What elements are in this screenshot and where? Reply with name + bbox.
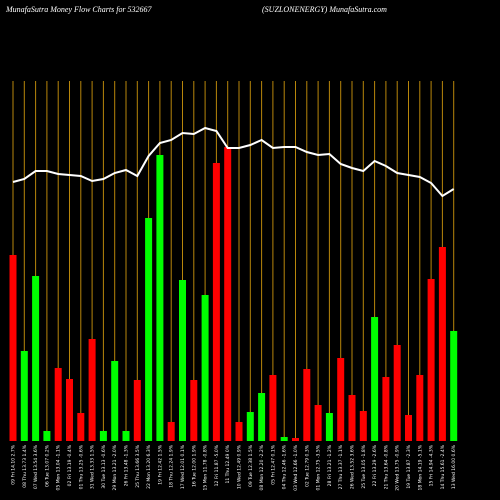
x-tick-label: 15 Mon 11.78 -0.8% [203, 444, 209, 490]
bar [111, 361, 119, 441]
x-tick-label: 10 Wed 12.49 0.9% [237, 444, 243, 489]
bar [371, 317, 379, 441]
bar [54, 368, 62, 441]
x-tick-label: 08 Thu 13.73 1.4% [22, 444, 28, 488]
bar [224, 147, 232, 441]
bar [88, 339, 96, 441]
bar [122, 431, 130, 441]
x-tick-label: 17 Wed 12.01 0.1% [180, 444, 186, 489]
price-line [12, 126, 455, 198]
bar [20, 351, 28, 441]
chart-subtitle: (SUZLONENERGY) MunafaSutra.com [262, 5, 387, 14]
x-tick-label: 20 Wed 13.75 -0.9% [395, 444, 401, 490]
bar [427, 279, 435, 441]
x-tick-label: 12 Fri 11.87 -5.0% [214, 444, 220, 486]
x-tick-label: 02 Fri 13.19 -0.4% [67, 444, 73, 486]
bar [179, 280, 186, 441]
x-tick-label: 16 Tue 12.00 1.9% [191, 444, 197, 487]
bar [359, 411, 367, 441]
bar [382, 377, 390, 441]
x-tick-label: 30 Tue 13.13 -0.6% [101, 444, 107, 488]
x-tick-label: 19 Tue 13.87 -2.3% [406, 444, 412, 488]
bar [292, 438, 299, 441]
x-tick-label: 04 Thu 12.46 -1.6% [282, 444, 288, 489]
bar [133, 380, 141, 441]
bar [438, 247, 446, 441]
x-tick-label: 11 Thu 12.49 0% [225, 444, 231, 483]
bar [9, 255, 17, 441]
bar [43, 431, 51, 441]
bar [280, 437, 288, 441]
x-tick-label: 01 Thu 13.25 -0.6% [78, 444, 84, 489]
bar [393, 345, 401, 441]
x-tick-label: 08 Mon 12.20 -2.2% [259, 444, 265, 490]
x-tick-label: 09 Fri 14.10 2.7% [11, 444, 17, 484]
bar [246, 412, 254, 441]
bar [325, 413, 333, 441]
bar [66, 379, 73, 441]
bar [348, 395, 356, 441]
x-tick-label: 25 Tue 13.05 -1.8% [361, 444, 367, 488]
bar [416, 375, 424, 441]
bar [145, 218, 153, 441]
bar [235, 422, 243, 441]
x-tick-label: 21 Thu 13.64 -0.8% [383, 444, 389, 489]
x-tick-label: 25 Thu 13.66 3.5% [135, 444, 141, 488]
x-tick-label: 19 Fri 12.42 1.5% [157, 444, 163, 484]
bar [258, 393, 266, 441]
x-tick-label: 22 Fri 13.29 -2.6% [372, 444, 378, 486]
bar [190, 380, 198, 441]
x-tick-label: 01 Mon 12.75 -3.5% [316, 444, 322, 490]
bar [450, 331, 458, 441]
x-tick-label: 05 Fri 12.47 0.1% [270, 444, 276, 484]
bar [167, 422, 175, 441]
bar [269, 375, 277, 441]
x-tick-label: 14 Thu 15.61 -2.4% [440, 444, 446, 489]
x-tick-label: 18 Thu 12.24 1.9% [169, 444, 175, 488]
chart-title: MunafaSutra Money Flow Charts for 532667 [5, 5, 153, 14]
bar [201, 295, 209, 441]
x-tick-label: 31 Wed 13.33 1.5% [90, 444, 96, 489]
bar [405, 415, 412, 441]
x-tick-label: 27 Thu 13.37 -1.1% [338, 444, 344, 489]
bar [77, 413, 85, 441]
x-tick-label: 06 Tue 13.07 0.2% [44, 444, 50, 487]
bar [212, 163, 220, 441]
bar [32, 276, 40, 441]
x-tick-label: 09 Tue 12.38 1.5% [248, 444, 254, 487]
x-tick-label: 07 Wed 13.54 3.6% [33, 444, 39, 489]
x-tick-label: 18 Mon 14.19 -5.1% [417, 444, 423, 490]
x-tick-label: 26 Fri 13.48 -1.3% [124, 444, 130, 486]
bar [303, 369, 311, 441]
x-tick-label: 29 Mon 13.21 -2.0% [112, 444, 118, 490]
x-tick-label: 05 Mon 13.04 -1.1% [56, 444, 62, 490]
x-tick-label: 03 Wed 12.66 -1.0% [293, 444, 299, 490]
x-tick-label: 15 Fri 14.94 -4.3% [429, 444, 435, 486]
bar [156, 155, 164, 441]
x-tick-label: 28 Fri 13.21 -1.2% [327, 444, 333, 486]
bar [337, 358, 345, 441]
bar [314, 405, 322, 441]
x-tick-label: 22 Mon 13.20 6.3% [146, 444, 152, 489]
bar [99, 431, 107, 441]
x-tick-label: 02 Tue 12.79 0.3% [304, 444, 310, 487]
x-tick-label: 13 Wed 16.00 0.6% [451, 444, 457, 489]
x-tick-label: 26 Wed 13.52 3.6% [350, 444, 356, 489]
